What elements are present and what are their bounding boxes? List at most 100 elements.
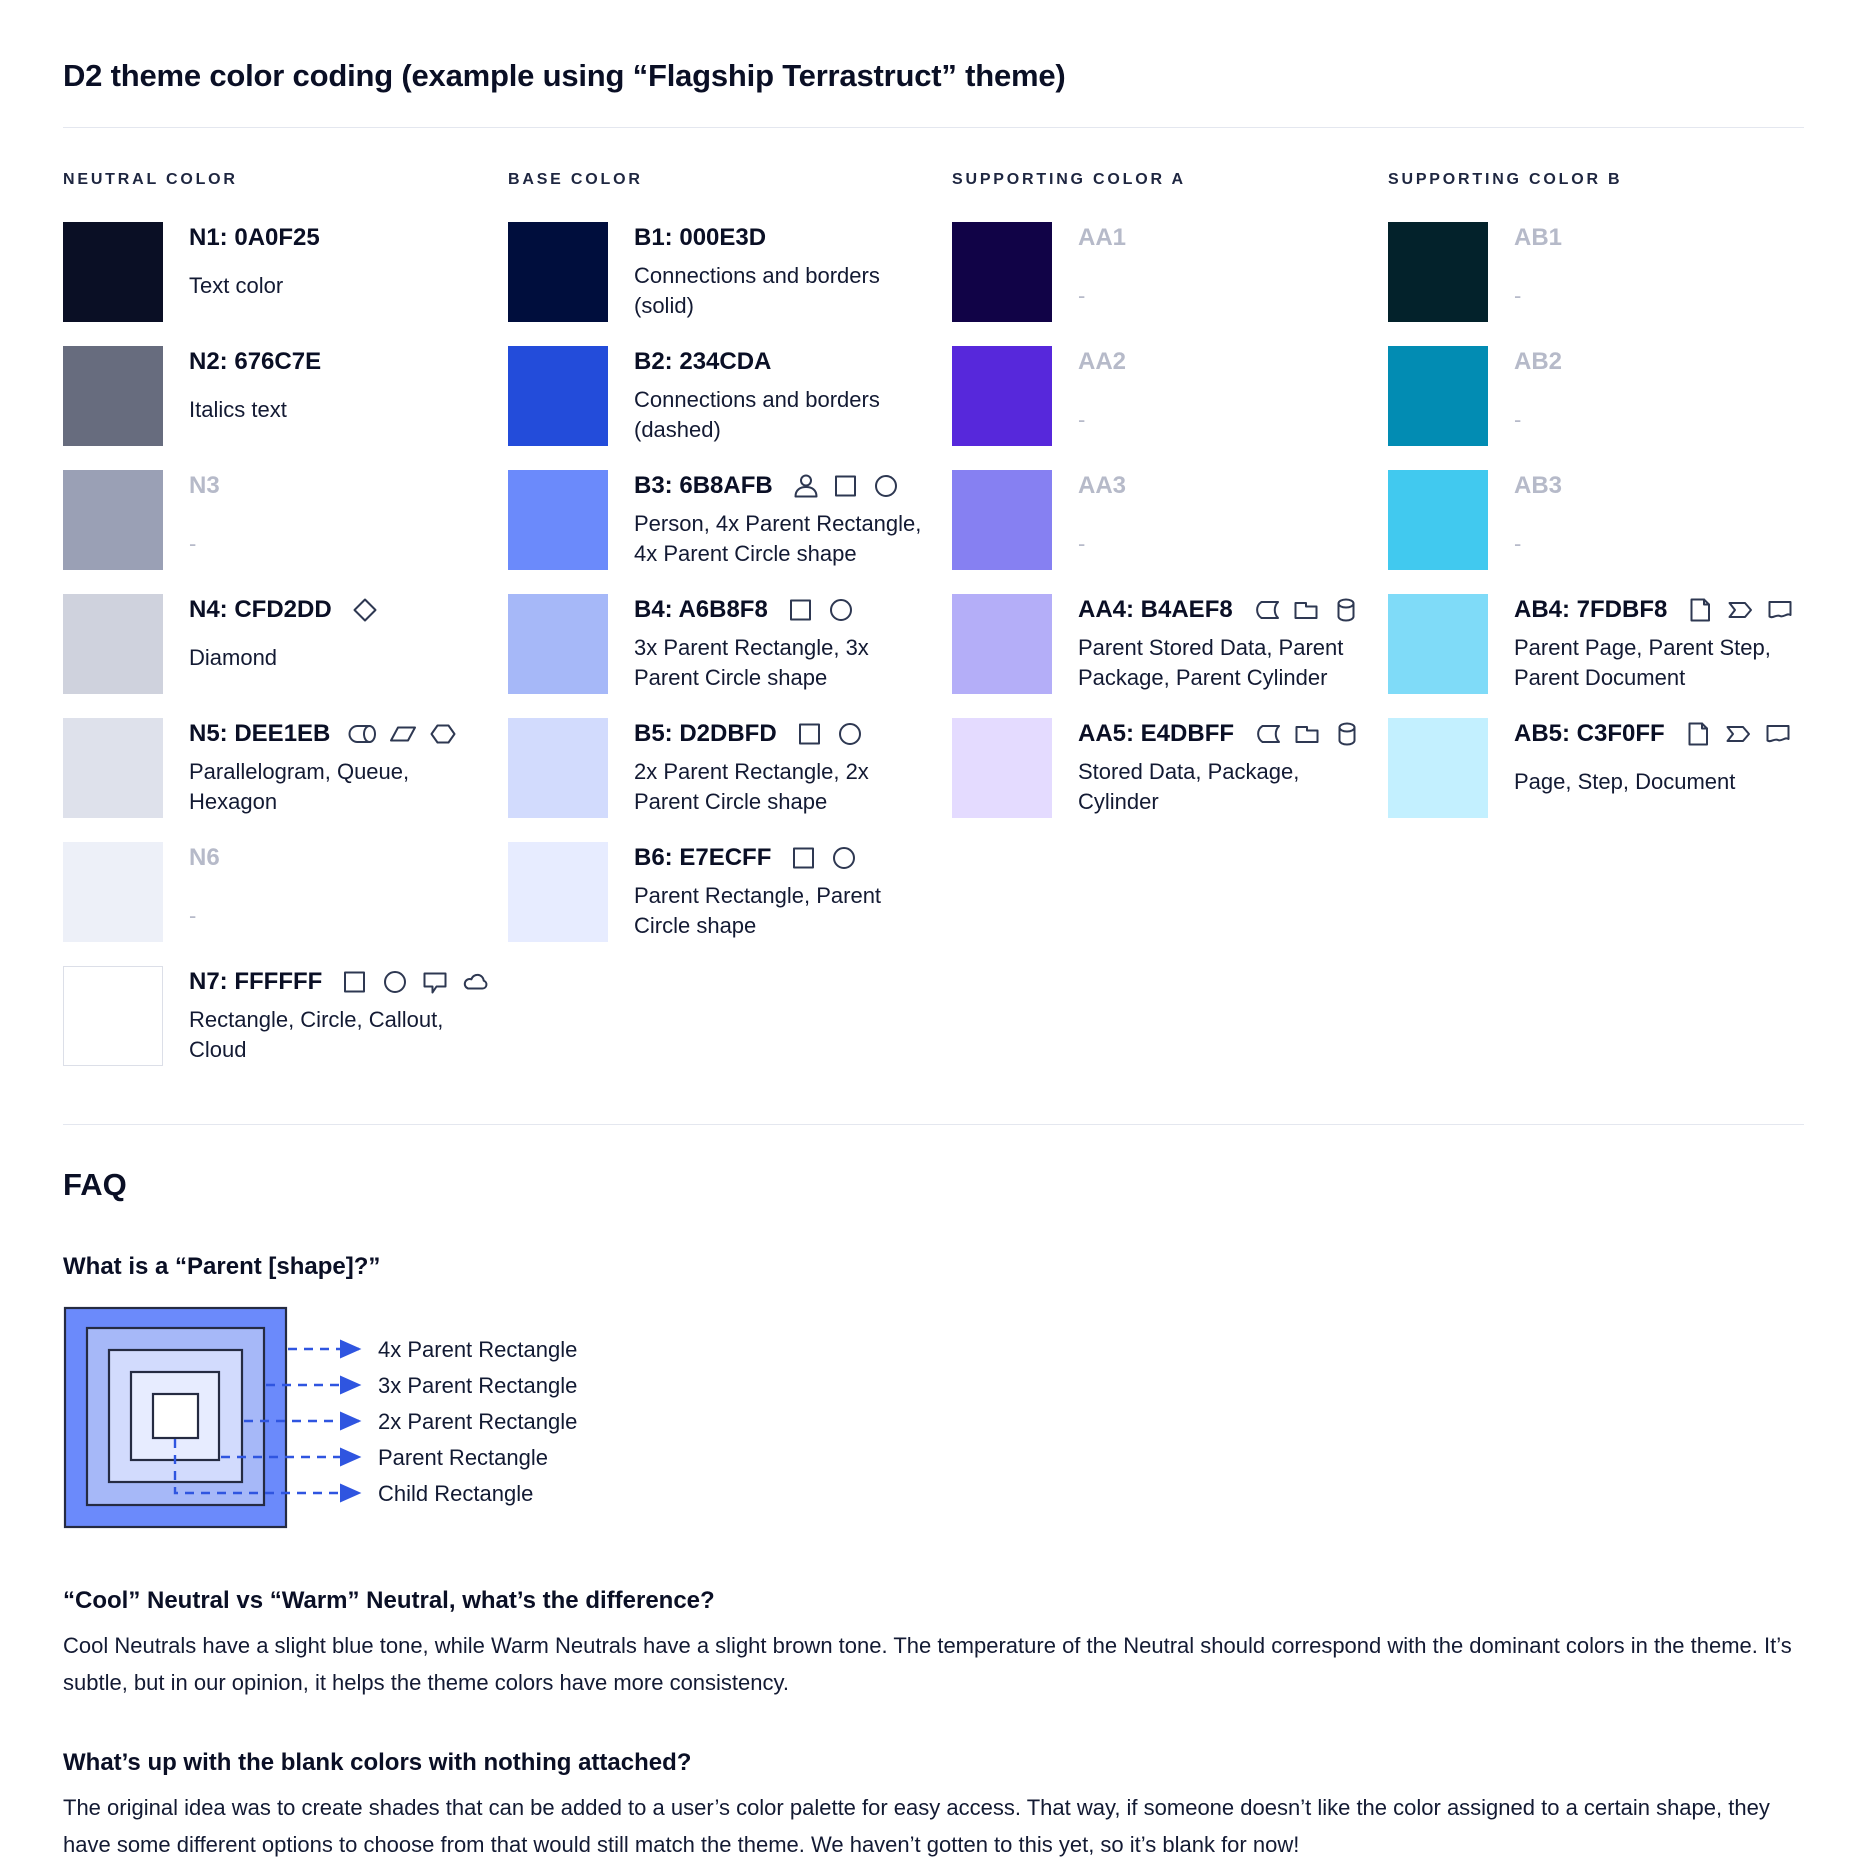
- queue-icon: [348, 719, 378, 749]
- circle-icon: [871, 471, 901, 501]
- diagram-label: 4x Parent Rectangle: [378, 1337, 577, 1362]
- color-description: -: [1078, 531, 1086, 556]
- diagram-label: Child Rectangle: [378, 1481, 533, 1506]
- color-description: -: [1078, 407, 1086, 432]
- rectangle-icon: [795, 719, 825, 749]
- color-label-line: N2: 676C7E: [189, 347, 339, 377]
- document-icon: [1765, 595, 1795, 625]
- color-label: AB3: [1514, 472, 1563, 499]
- color-label-line: N5: DEE1EB: [189, 719, 474, 749]
- color-description: Stored Data, Package, Cylinder: [1078, 759, 1300, 814]
- color-swatch: [63, 346, 163, 446]
- color-label: N5: DEE1EB: [189, 720, 331, 747]
- color-description: -: [1514, 283, 1522, 308]
- color-label-line: AA1: [1078, 223, 1144, 253]
- color-label: B3: 6B8AFB: [634, 472, 773, 499]
- shape-icons: [1251, 595, 1361, 625]
- color-info: B6: E7ECFF Parent Rectangle, Parent Circ…: [634, 842, 936, 942]
- color-column-supporting-a: SUPPORTING COLOR A AA1 - AA2 - AA3 -: [952, 170, 1388, 1090]
- column-rows: B1: 000E3D Connections and borders (soli…: [508, 222, 952, 942]
- color-swatch: [1388, 470, 1488, 570]
- color-row: AB1 -: [1388, 222, 1801, 322]
- color-info: N1: 0A0F25 Text color: [189, 222, 338, 322]
- faq-heading: FAQ: [63, 1167, 127, 1202]
- color-swatch: [952, 470, 1052, 570]
- color-description: 3x Parent Rectangle, 3x Parent Circle sh…: [634, 635, 869, 690]
- color-description: -: [1514, 531, 1522, 556]
- shape-icons: [795, 719, 865, 749]
- color-row: B5: D2DBFD 2x Parent Rectangle, 2x Paren…: [508, 718, 952, 818]
- color-label: AB2: [1514, 348, 1563, 375]
- color-swatch: [1388, 718, 1488, 818]
- color-swatch: [508, 470, 608, 570]
- color-swatch: [508, 594, 608, 694]
- color-swatch: [508, 842, 608, 942]
- shape-icons: [786, 595, 856, 625]
- cloud-icon: [460, 967, 490, 997]
- color-label: N6: [189, 844, 220, 871]
- color-label: N7: FFFFFF: [189, 968, 323, 995]
- color-info: AA4: B4AEF8 Parent Stored Data, Parent P…: [1078, 594, 1360, 694]
- color-description: Connections and borders (solid): [634, 263, 880, 318]
- faq-question-cool-vs-warm: “Cool” Neutral vs “Warm” Neutral, what’s…: [63, 1587, 715, 1614]
- rectangle-icon: [340, 967, 370, 997]
- color-row: B2: 234CDA Connections and borders (dash…: [508, 346, 952, 446]
- parallelogram-icon: [388, 719, 418, 749]
- color-column-supporting-b: SUPPORTING COLOR B AB1 - AB2 - AB3 -: [1388, 170, 1801, 1090]
- color-label-line: AB1: [1514, 223, 1580, 253]
- color-label-line: N1: 0A0F25: [189, 223, 338, 253]
- color-info: N7: FFFFFF Rectangle, Circle, Callout, C…: [189, 966, 488, 1066]
- color-row: B1: 000E3D Connections and borders (soli…: [508, 222, 952, 322]
- color-label-line: AA5: E4DBFF: [1078, 719, 1360, 749]
- hexagon-icon: [428, 719, 458, 749]
- color-label-line: AB3: [1514, 471, 1580, 501]
- color-label: AB4: 7FDBF8: [1514, 596, 1668, 623]
- stored-data-icon: [1251, 595, 1281, 625]
- color-row: AB5: C3F0FF Page, Step, Document: [1388, 718, 1801, 818]
- circle-icon: [826, 595, 856, 625]
- color-row: N2: 676C7E Italics text: [63, 346, 508, 446]
- color-info: B3: 6B8AFB Person, 4x Parent Rectangle, …: [634, 470, 936, 570]
- color-label-line: B2: 234CDA: [634, 347, 936, 377]
- column-header: NEUTRAL COLOR: [63, 171, 238, 188]
- color-description: Connections and borders (dashed): [634, 387, 880, 442]
- color-description: Parent Rectangle, Parent Circle shape: [634, 883, 882, 938]
- package-icon: [1291, 595, 1321, 625]
- shape-icons: [791, 471, 901, 501]
- diagram-label: 3x Parent Rectangle: [378, 1373, 577, 1398]
- color-row: AA2 -: [952, 346, 1388, 446]
- rectangle-icon: [831, 471, 861, 501]
- color-swatch: [1388, 222, 1488, 322]
- color-label: B2: 234CDA: [634, 348, 772, 375]
- color-swatch: [63, 594, 163, 694]
- color-label-line: N7: FFFFFF: [189, 967, 488, 997]
- color-swatch: [1388, 346, 1488, 446]
- circle-icon: [829, 843, 859, 873]
- color-swatch: [952, 718, 1052, 818]
- color-description: Person, 4x Parent Rectangle, 4x Parent C…: [634, 511, 922, 566]
- color-label: AA3: [1078, 472, 1127, 499]
- divider: [63, 1124, 1804, 1125]
- color-row: N1: 0A0F25 Text color: [63, 222, 508, 322]
- color-label: AB5: C3F0FF: [1514, 720, 1665, 747]
- color-row: N3 -: [63, 470, 508, 570]
- color-label-line: AB4: 7FDBF8: [1514, 595, 1801, 625]
- color-label: AB1: [1514, 224, 1563, 251]
- color-description: Rectangle, Circle, Callout, Cloud: [189, 1007, 444, 1062]
- color-label-line: AA2: [1078, 347, 1144, 377]
- color-row: N5: DEE1EB Parallelogram, Queue, Hexagon: [63, 718, 508, 818]
- color-info: AB2 -: [1514, 346, 1580, 446]
- color-description: Page, Step, Document: [1514, 769, 1736, 794]
- divider: [63, 127, 1804, 128]
- color-row: N6 -: [63, 842, 508, 942]
- shape-icons: [340, 967, 490, 997]
- faq-question-parent-shape: What is a “Parent [shape]?”: [63, 1253, 381, 1280]
- column-rows: AB1 - AB2 - AB3 - AB4: 7FDBF8: [1388, 222, 1801, 818]
- color-description: -: [1514, 407, 1522, 432]
- shape-icons: [348, 719, 458, 749]
- color-info: AA1 -: [1078, 222, 1144, 322]
- color-description: Parent Stored Data, Parent Package, Pare…: [1078, 635, 1344, 690]
- color-label-line: N4: CFD2DD: [189, 595, 380, 625]
- nested-rectangles: [63, 1306, 288, 1529]
- color-swatch: [952, 346, 1052, 446]
